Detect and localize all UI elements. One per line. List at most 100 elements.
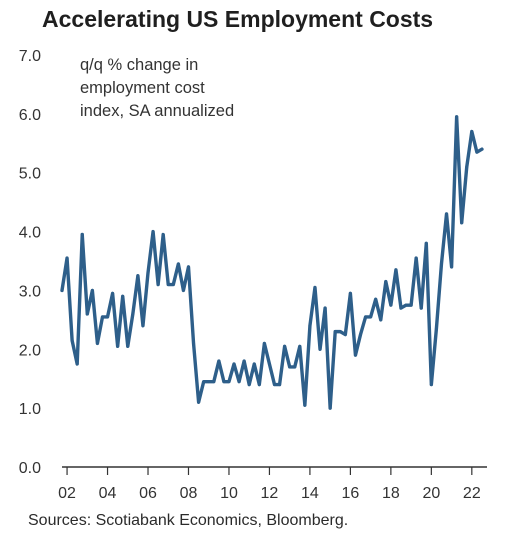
data-point (253, 363, 256, 366)
data-point (187, 265, 190, 268)
data-point (147, 271, 150, 274)
data-point (364, 315, 367, 318)
y-tick-label: 1.0 (19, 401, 41, 418)
x-tick-label: 14 (301, 485, 319, 502)
annotation-line-1: q/q % change in (80, 56, 198, 74)
data-point (349, 292, 352, 295)
x-tick-label: 18 (382, 485, 400, 502)
data-point (131, 312, 134, 315)
data-point (152, 230, 155, 233)
data-point (192, 342, 195, 345)
data-point (141, 324, 144, 327)
data-point (288, 365, 291, 368)
data-point (465, 165, 468, 168)
data-point (470, 130, 473, 133)
x-tick-label: 02 (58, 485, 76, 502)
data-point (389, 304, 392, 307)
data-point (86, 312, 89, 315)
data-point (440, 262, 443, 265)
data-point (379, 318, 382, 321)
series-line-eci (62, 117, 482, 408)
data-point (293, 365, 296, 368)
data-point (324, 307, 327, 310)
data-point (460, 221, 463, 224)
data-point (329, 407, 332, 410)
annotation-line-3: index, SA annualized (80, 102, 234, 120)
data-point (308, 324, 311, 327)
data-point (263, 342, 266, 345)
x-axis: 02 04 06 08 10 12 14 16 18 20 22 (58, 467, 481, 502)
x-tick-label: 20 (422, 485, 440, 502)
data-point (202, 380, 205, 383)
data-point (227, 380, 230, 383)
annotation-line-2: employment cost (80, 79, 205, 97)
data-point (319, 348, 322, 351)
data-point (344, 333, 347, 336)
data-point (233, 363, 236, 366)
y-tick-label: 3.0 (19, 283, 41, 300)
y-tick-label: 2.0 (19, 342, 41, 359)
data-point (410, 304, 413, 307)
data-point (430, 383, 433, 386)
data-point (162, 233, 165, 236)
data-point (126, 345, 129, 348)
data-point (243, 360, 246, 363)
data-point (177, 262, 180, 265)
y-tick-label: 0.0 (19, 460, 41, 477)
data-point (354, 354, 357, 357)
data-point (207, 380, 210, 383)
data-point (167, 283, 170, 286)
y-tick-label: 4.0 (19, 225, 41, 242)
data-point (136, 274, 139, 277)
data-point (91, 289, 94, 292)
y-tick-label: 6.0 (19, 107, 41, 124)
x-tick-label: 04 (99, 485, 117, 502)
data-point (111, 292, 114, 295)
data-point (101, 315, 104, 318)
data-point (405, 304, 408, 307)
x-tick-label: 22 (463, 485, 481, 502)
data-point (66, 257, 69, 260)
data-point (420, 307, 423, 310)
data-point (248, 383, 251, 386)
data-point (258, 383, 261, 386)
data-point (283, 345, 286, 348)
data-point (399, 307, 402, 310)
x-tick-label: 16 (341, 485, 359, 502)
data-point (71, 339, 74, 342)
data-point (384, 280, 387, 283)
data-point (374, 298, 377, 301)
x-tick-label: 10 (220, 485, 238, 502)
data-point (480, 148, 483, 151)
data-point (182, 289, 185, 292)
data-point (238, 380, 241, 383)
data-point (222, 380, 225, 383)
data-point (268, 363, 271, 366)
x-tick-label: 12 (261, 485, 279, 502)
data-point (212, 380, 215, 383)
data-point (298, 345, 301, 348)
data-point (455, 115, 458, 118)
data-points (61, 115, 484, 409)
data-point (394, 268, 397, 271)
data-point (197, 401, 200, 404)
data-point (61, 289, 64, 292)
data-point (475, 151, 478, 154)
x-tick-label: 08 (180, 485, 198, 502)
data-point (81, 233, 84, 236)
data-point (172, 283, 175, 286)
data-point (450, 265, 453, 268)
data-point (415, 257, 418, 260)
data-point (425, 242, 428, 245)
data-point (369, 315, 372, 318)
data-point (116, 345, 119, 348)
data-point (76, 363, 79, 366)
data-point (445, 212, 448, 215)
data-point (334, 330, 337, 333)
source-note: Sources: Scotiabank Economics, Bloomberg… (28, 512, 348, 530)
data-point (303, 404, 306, 407)
data-point (278, 383, 281, 386)
data-point (106, 315, 109, 318)
data-point (435, 327, 438, 330)
x-tick-label: 06 (139, 485, 157, 502)
